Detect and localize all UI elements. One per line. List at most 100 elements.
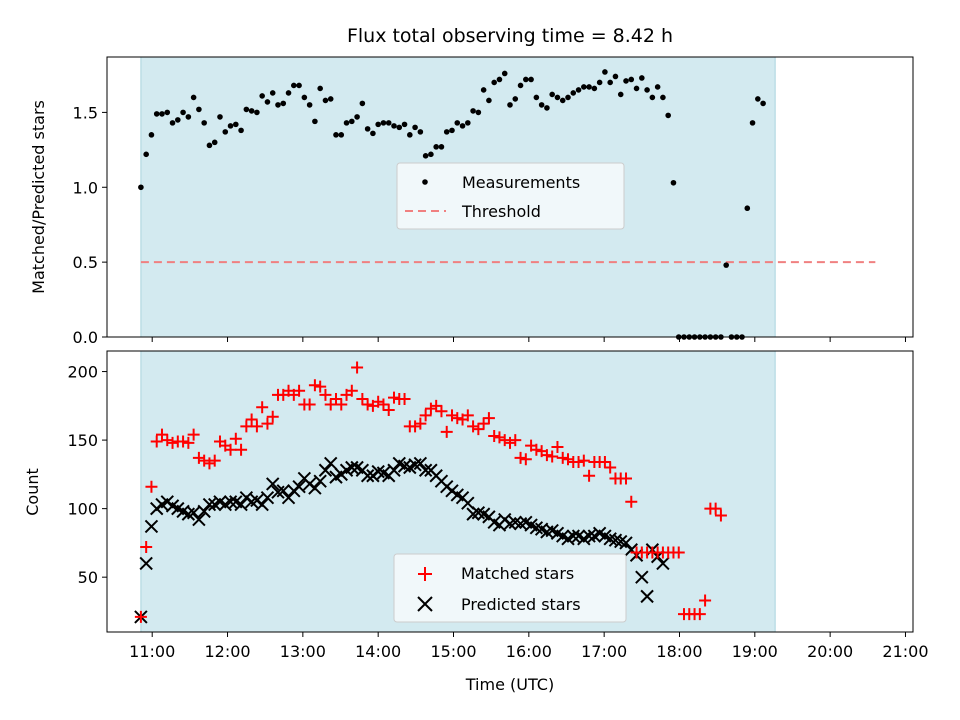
predicted-point — [223, 495, 238, 509]
measurement-point — [259, 93, 265, 99]
legend-measurements-label: Measurements — [462, 173, 580, 192]
matched-point — [182, 436, 195, 449]
legend-predicted-label: Predicted stars — [461, 595, 581, 614]
measurement-point — [486, 97, 492, 104]
matched-point — [335, 398, 348, 411]
measurement-point — [185, 114, 192, 120]
matched-point — [256, 401, 269, 414]
measurement-point — [159, 111, 165, 117]
measurement-point — [275, 102, 281, 108]
measurement-point — [517, 82, 524, 89]
measurement-point — [153, 111, 160, 117]
top-legend: Measurements Threshold — [396, 162, 625, 230]
predicted-point — [197, 504, 211, 519]
measurement-point — [559, 97, 566, 104]
matched-stars-series — [134, 361, 727, 623]
measurement-point — [380, 120, 387, 126]
x-tick-label: 15:00 — [430, 642, 476, 661]
measurement-point — [459, 123, 466, 129]
matched-point — [266, 410, 279, 423]
matched-point — [155, 428, 168, 441]
legend-matched-marker — [418, 567, 432, 581]
predicted-point — [360, 469, 375, 483]
measurement-point — [359, 100, 366, 107]
predicted-point — [640, 589, 654, 604]
measurement-point — [591, 85, 598, 92]
matched-point — [150, 435, 163, 448]
measurement-point — [454, 120, 461, 126]
top-axes-frame — [106, 56, 914, 338]
predicted-stars-series — [134, 456, 670, 624]
measurement-point — [480, 87, 487, 93]
measurement-point — [449, 127, 455, 134]
measurement-point — [649, 94, 656, 101]
matched-point — [192, 451, 205, 464]
measurement-point — [723, 262, 729, 268]
x-tick-label: 18:00 — [656, 642, 702, 661]
matched-point — [435, 405, 448, 418]
measurement-point — [385, 120, 392, 126]
matched-point — [461, 409, 474, 422]
measurement-point — [533, 94, 540, 101]
measurement-point — [654, 84, 661, 90]
matched-point — [177, 435, 190, 448]
measurement-point — [327, 96, 334, 102]
measurement-point — [375, 121, 381, 128]
predicted-point — [144, 519, 159, 534]
x-tick-label: 17:00 — [581, 642, 627, 661]
matched-point — [672, 546, 685, 559]
matched-point — [166, 436, 179, 449]
matched-point — [187, 428, 200, 441]
matched-point — [509, 434, 522, 447]
matched-point — [572, 456, 585, 469]
measurement-point — [143, 151, 149, 158]
matched-point — [482, 412, 495, 425]
matched-point — [414, 417, 427, 430]
matched-point — [562, 453, 575, 466]
measurement-point — [612, 73, 619, 80]
legend-measurements-marker — [422, 179, 428, 185]
top-panel: 0.0 0.5 1.0 1.5 Matched/Predicted stars Mea… — [29, 56, 914, 347]
matched-point — [293, 384, 306, 397]
measurement-point — [570, 90, 577, 96]
predicted-point — [324, 456, 338, 471]
matched-point — [699, 594, 712, 607]
matched-point — [551, 440, 564, 453]
measurement-point — [238, 127, 244, 134]
matched-point — [387, 391, 400, 404]
measurement-point — [280, 100, 287, 107]
matched-point — [314, 380, 327, 393]
matched-point — [261, 417, 274, 430]
matched-point — [145, 480, 158, 493]
measurement-point — [196, 106, 202, 113]
matched-point — [493, 431, 506, 444]
measurement-point — [169, 120, 176, 126]
measurement-point — [190, 94, 197, 101]
measurement-point — [391, 123, 397, 129]
predicted-point — [266, 477, 280, 491]
measurement-point — [343, 120, 350, 126]
measurement-point — [744, 205, 751, 212]
x-tick-label: 14:00 — [355, 642, 401, 661]
bottom-axes-frame — [106, 350, 914, 633]
measurement-point — [507, 102, 513, 108]
predicted-point — [234, 497, 248, 512]
measurement-point — [333, 132, 339, 138]
measurement-point — [639, 75, 645, 81]
matched-point — [577, 454, 590, 467]
matched-point — [693, 608, 706, 621]
bottom-x-axis: 11:00 12:00 13:00 14:00 15:00 16:00 17:00 18:00… — [129, 632, 929, 661]
measurement-point — [617, 91, 624, 98]
measurement-point — [211, 139, 218, 146]
chart-title: Flux total observing time = 8.42 h — [347, 25, 673, 47]
matched-point — [583, 469, 596, 482]
measurement-point — [523, 76, 529, 83]
measurement-point — [180, 109, 186, 116]
predicted-point — [308, 481, 322, 495]
matched-point — [409, 420, 422, 433]
predicted-point — [255, 497, 269, 512]
measurement-point — [312, 118, 318, 125]
measurement-point — [544, 105, 550, 111]
measurement-point — [296, 82, 302, 89]
